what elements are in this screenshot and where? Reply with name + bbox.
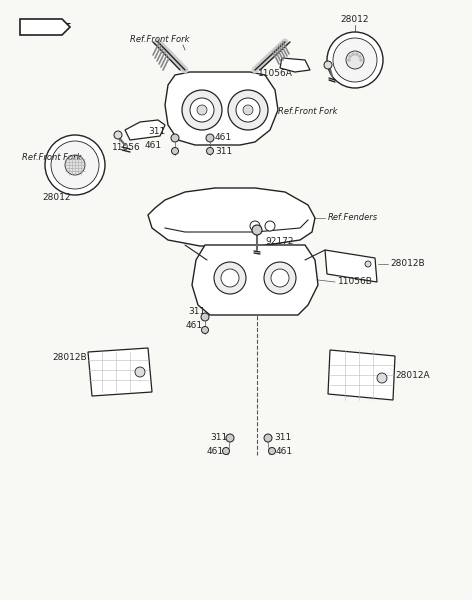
Circle shape xyxy=(349,55,352,58)
Circle shape xyxy=(250,221,260,231)
Text: Ref.Front Fork: Ref.Front Fork xyxy=(130,35,189,44)
Circle shape xyxy=(355,53,358,56)
Circle shape xyxy=(51,141,99,189)
Text: 311: 311 xyxy=(215,146,232,155)
Text: FRONT: FRONT xyxy=(36,22,71,31)
Circle shape xyxy=(360,58,362,61)
Circle shape xyxy=(333,38,377,82)
Text: 461: 461 xyxy=(215,133,232,142)
Circle shape xyxy=(190,98,214,122)
Circle shape xyxy=(252,225,262,235)
Text: 461: 461 xyxy=(186,320,203,329)
Circle shape xyxy=(271,269,289,287)
Polygon shape xyxy=(125,120,165,140)
Polygon shape xyxy=(148,188,315,246)
Circle shape xyxy=(352,53,354,56)
Text: 11056: 11056 xyxy=(112,143,141,152)
Text: Ref.Front Fork: Ref.Front Fork xyxy=(22,152,82,161)
Circle shape xyxy=(65,155,85,175)
Circle shape xyxy=(182,90,222,130)
Circle shape xyxy=(171,148,178,154)
Polygon shape xyxy=(88,348,152,396)
Circle shape xyxy=(226,434,234,442)
Text: 311: 311 xyxy=(148,127,165,136)
Text: 11056A: 11056A xyxy=(258,70,293,79)
Polygon shape xyxy=(280,58,310,72)
Circle shape xyxy=(206,134,214,142)
Text: 28012A: 28012A xyxy=(395,371,430,380)
Text: 28012B: 28012B xyxy=(52,353,87,362)
Circle shape xyxy=(358,55,362,58)
Text: 92172: 92172 xyxy=(265,238,294,247)
Text: 461: 461 xyxy=(276,446,293,455)
Text: 461: 461 xyxy=(145,140,162,149)
Circle shape xyxy=(269,448,276,455)
Circle shape xyxy=(347,58,351,61)
Circle shape xyxy=(377,373,387,383)
Circle shape xyxy=(197,105,207,115)
Polygon shape xyxy=(192,245,318,315)
Polygon shape xyxy=(165,72,278,145)
Circle shape xyxy=(171,134,179,142)
Circle shape xyxy=(114,131,122,139)
Circle shape xyxy=(243,105,253,115)
Circle shape xyxy=(201,313,209,321)
Text: 311: 311 xyxy=(188,307,205,317)
Circle shape xyxy=(135,367,145,377)
Circle shape xyxy=(236,98,260,122)
Polygon shape xyxy=(20,19,70,35)
Text: Ref.Fenders: Ref.Fenders xyxy=(328,214,378,223)
Text: 28012B: 28012B xyxy=(390,259,425,269)
Text: 311: 311 xyxy=(210,433,227,443)
Text: 461: 461 xyxy=(207,446,224,455)
Circle shape xyxy=(264,262,296,294)
Text: 28012: 28012 xyxy=(42,193,70,202)
Circle shape xyxy=(214,262,246,294)
Text: 311: 311 xyxy=(274,433,291,443)
Polygon shape xyxy=(325,250,377,282)
Circle shape xyxy=(202,326,209,334)
Text: 28012: 28012 xyxy=(340,16,369,25)
Circle shape xyxy=(207,148,213,154)
Polygon shape xyxy=(328,350,395,400)
Circle shape xyxy=(346,51,364,69)
Circle shape xyxy=(45,135,105,195)
Circle shape xyxy=(222,448,229,455)
Circle shape xyxy=(365,261,371,267)
Circle shape xyxy=(324,61,332,69)
Circle shape xyxy=(327,32,383,88)
Text: 11056B: 11056B xyxy=(338,277,373,286)
Circle shape xyxy=(265,221,275,231)
Text: Ref.Front Fork: Ref.Front Fork xyxy=(278,107,337,116)
Circle shape xyxy=(264,434,272,442)
Circle shape xyxy=(221,269,239,287)
Circle shape xyxy=(228,90,268,130)
